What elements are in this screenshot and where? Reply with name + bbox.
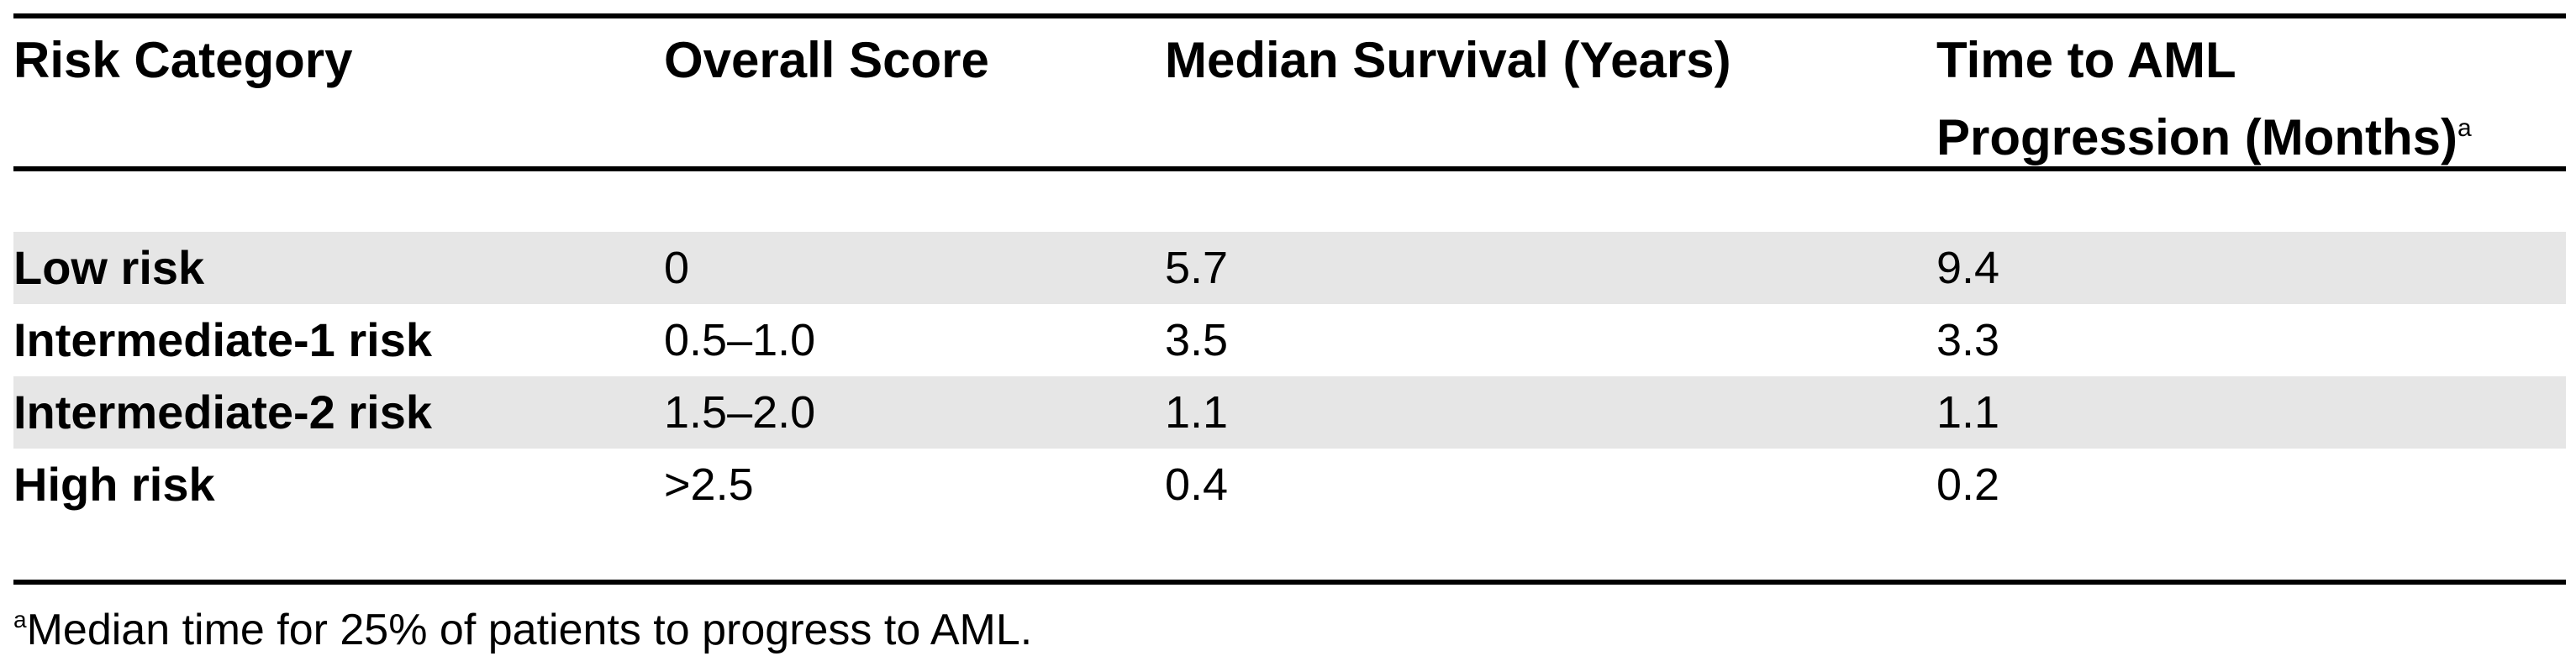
header-median-survival-label: Median Survival (Years) xyxy=(1165,32,1731,88)
cell-risk-category: Intermediate-1 risk xyxy=(13,313,432,366)
cell-risk-category: Low risk xyxy=(13,241,205,294)
cell-time-to-aml: 1.1 xyxy=(1936,387,2000,438)
cell-time-to-aml: 9.4 xyxy=(1936,243,2000,293)
header-overall-score: Overall Score xyxy=(664,22,989,99)
cell-time-to-aml: 3.3 xyxy=(1936,315,2000,365)
table-header-rule xyxy=(13,166,2566,171)
footnote-text: Median time for 25% of patients to progr… xyxy=(26,606,1033,654)
cell-overall-score: 0 xyxy=(664,243,690,293)
header-risk-category: Risk Category xyxy=(13,22,352,99)
cell-time-to-aml: 0.2 xyxy=(1936,459,2000,510)
header-time-to-aml-line2-wrap: Progression (Months)a xyxy=(1936,99,2472,186)
cell-overall-score: 0.5–1.0 xyxy=(664,315,816,365)
cell-median-survival: 5.7 xyxy=(1165,243,1229,293)
table-row: Low risk 0 5.7 9.4 xyxy=(13,232,2566,304)
cell-median-survival: 1.1 xyxy=(1165,387,1229,438)
header-risk-category-label: Risk Category xyxy=(13,32,353,88)
header-median-survival: Median Survival (Years) xyxy=(1165,22,1731,99)
cell-risk-category: Intermediate-2 risk xyxy=(13,386,432,438)
table-footnote: aMedian time for 25% of patients to prog… xyxy=(13,600,1032,667)
header-overall-score-label: Overall Score xyxy=(664,32,989,88)
cell-overall-score: 1.5–2.0 xyxy=(664,387,816,438)
table-row: High risk >2.5 0.4 0.2 xyxy=(13,449,2566,521)
header-time-to-aml-line2: Progression (Months) xyxy=(1936,109,2458,165)
header-time-to-aml-line1: Time to AML xyxy=(1936,32,2236,88)
cell-risk-category: High risk xyxy=(13,458,215,511)
footnote-marker: a xyxy=(2457,114,2472,142)
header-time-to-aml: Time to AML Progression (Months)a xyxy=(1936,22,2472,186)
table-top-rule xyxy=(13,13,2566,18)
cell-median-survival: 0.4 xyxy=(1165,459,1229,510)
table-row: Intermediate-1 risk 0.5–1.0 3.5 3.3 xyxy=(13,304,2566,376)
table-row: Intermediate-2 risk 1.5–2.0 1.1 1.1 xyxy=(13,376,2566,449)
cell-overall-score: >2.5 xyxy=(664,459,754,510)
cell-median-survival: 3.5 xyxy=(1165,315,1229,365)
footnote-marker: a xyxy=(13,606,27,633)
table-bottom-rule xyxy=(13,580,2566,585)
